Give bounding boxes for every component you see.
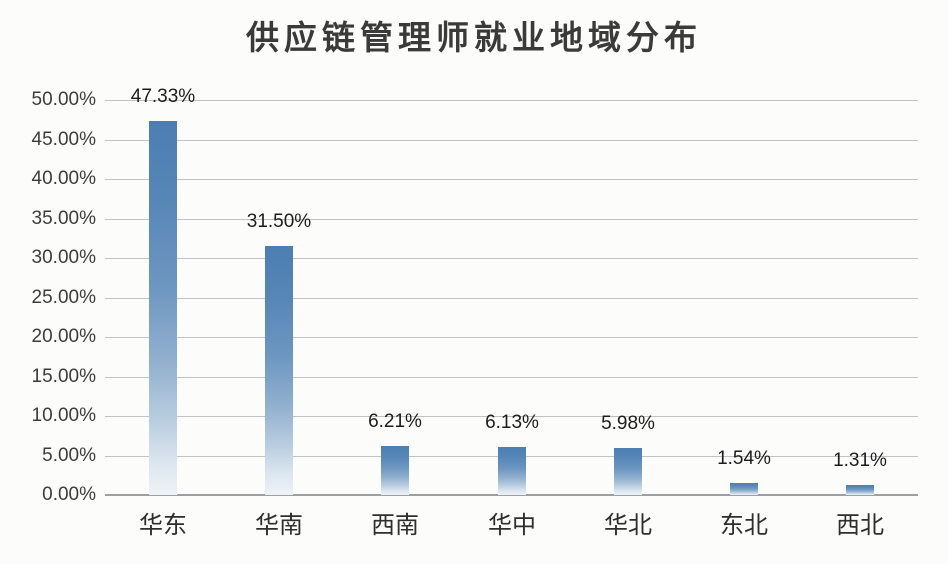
y-gridline [105,297,918,299]
x-axis-category-label: 华中 [488,512,536,539]
y-axis-tick-label: 20.00% [31,326,96,347]
y-axis-tick-label: 25.00% [31,286,96,308]
x-axis-category-label: 华北 [604,512,652,539]
bar-value-label: 47.33% [130,86,196,107]
y-axis-tick-label: 15.00% [31,365,96,387]
y-gridline [105,337,918,338]
x-axis-category-label: 华南 [255,512,303,539]
y-axis-tick-label: 5.00% [42,444,96,466]
x-axis-category-label: 西南 [371,512,419,539]
y-gridline [105,100,918,101]
y-axis-tick-label: 50.00% [31,89,96,110]
y-axis-tick-label: 0.00% [42,484,96,505]
y-gridline [105,416,918,417]
y-axis-tick-label: 10.00% [31,405,96,426]
y-axis-tick-label: 30.00% [31,247,96,268]
bar-华南 [265,246,293,495]
bar-value-label: 1.31% [833,450,887,471]
bar-value-label: 31.50% [246,211,312,232]
bar-value-label: 1.54% [717,448,771,469]
y-axis-tick-label: 35.00% [31,207,96,229]
bar-东北 [730,483,758,495]
y-gridline [105,139,918,141]
x-axis-category-label: 东北 [720,512,768,539]
y-axis-tick-label: 45.00% [31,128,96,150]
bar-华北 [614,448,642,495]
x-axis-line [105,494,918,496]
y-gridline [105,258,918,259]
bar-华中 [498,447,526,495]
x-axis-category-label: 西北 [836,512,884,539]
y-gridline [105,376,918,378]
y-gridline [105,218,918,220]
y-gridline [105,179,918,180]
bar-华东 [149,121,177,495]
bar-西北 [846,485,874,495]
y-axis-tick-label: 40.00% [31,168,96,189]
bar-西南 [381,446,409,495]
bar-value-label: 6.21% [368,411,422,432]
chart-title: 供应链管理师就业地域分布 [246,21,702,57]
x-axis-category-label: 华东 [139,512,187,539]
bar-value-label: 6.13% [485,412,539,433]
bar-value-label: 5.98% [601,413,655,434]
